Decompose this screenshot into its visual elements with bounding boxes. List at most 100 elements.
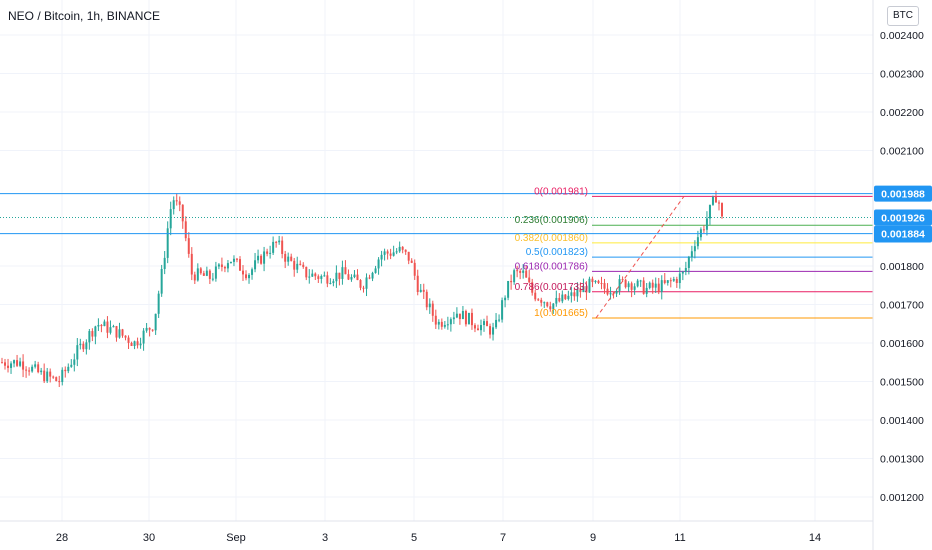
candle-body bbox=[16, 360, 19, 366]
price-axis[interactable]: 0.002400 0.002300 0.002200 0.002100 0.001800… bbox=[880, 30, 924, 504]
candle-body bbox=[721, 203, 723, 217]
candle-body bbox=[690, 251, 693, 258]
candle-body bbox=[52, 376, 55, 378]
candle-body bbox=[651, 282, 654, 288]
time-axis[interactable]: 28 30 Sep 3 5 7 9 11 14 bbox=[56, 532, 821, 544]
fib-label: 0.236(0.001906) bbox=[515, 215, 588, 226]
candle-body bbox=[139, 343, 142, 346]
candle-body bbox=[492, 327, 495, 335]
candle-body bbox=[350, 277, 353, 280]
price-tick-label: 0.002200 bbox=[880, 107, 924, 119]
candle-body bbox=[43, 370, 46, 382]
candle-body bbox=[359, 280, 362, 288]
candle-body bbox=[425, 291, 428, 308]
candle-body bbox=[317, 276, 320, 279]
price-badge-lower: 0.001884 bbox=[881, 229, 925, 241]
candle-body bbox=[326, 275, 329, 284]
candle-body bbox=[338, 272, 341, 279]
candlestick-series bbox=[1, 190, 723, 388]
candle-body bbox=[214, 266, 217, 279]
candle-body bbox=[561, 294, 564, 302]
candle-body bbox=[410, 260, 413, 263]
candle-body bbox=[118, 329, 121, 338]
candle-body bbox=[175, 200, 178, 202]
candle-body bbox=[106, 321, 109, 333]
candle-body bbox=[573, 292, 576, 297]
candle-body bbox=[377, 259, 380, 269]
candle-body bbox=[479, 325, 482, 331]
candle-body bbox=[82, 343, 85, 350]
candle-body bbox=[220, 264, 223, 267]
candle-body bbox=[464, 311, 467, 325]
candle-body bbox=[437, 321, 440, 325]
time-tick-label: Sep bbox=[226, 532, 246, 544]
candle-body bbox=[416, 275, 419, 293]
candle-body bbox=[642, 280, 645, 294]
candle-body bbox=[130, 342, 133, 347]
candle-body bbox=[61, 369, 64, 383]
candle-body bbox=[696, 237, 699, 247]
candle-body bbox=[470, 312, 473, 326]
horizontal-lines[interactable] bbox=[0, 193, 873, 235]
candle-body bbox=[606, 288, 609, 295]
candle-body bbox=[205, 270, 208, 276]
candle-body bbox=[332, 281, 335, 283]
candle-body bbox=[269, 252, 272, 254]
candle-body bbox=[498, 319, 501, 321]
time-tick-label: 14 bbox=[809, 532, 821, 544]
time-tick-label: 5 bbox=[411, 532, 417, 544]
candle-body bbox=[666, 280, 669, 283]
candle-body bbox=[371, 272, 374, 279]
candle-body bbox=[178, 201, 181, 205]
candle-body bbox=[543, 302, 546, 304]
candle-body bbox=[386, 251, 389, 254]
candle-body bbox=[254, 260, 257, 270]
candle-body bbox=[458, 313, 461, 320]
candle-body bbox=[208, 270, 211, 279]
chart-grid bbox=[0, 0, 873, 521]
candle-body bbox=[305, 266, 308, 278]
candle-body bbox=[217, 264, 220, 267]
candle-body bbox=[461, 311, 464, 320]
candle-body bbox=[374, 268, 377, 273]
candle-body bbox=[383, 251, 386, 255]
candle-body bbox=[380, 254, 383, 260]
candle-body bbox=[245, 274, 248, 279]
candle-body bbox=[73, 359, 76, 365]
candle-body bbox=[323, 275, 326, 277]
candle-body bbox=[157, 293, 160, 314]
candle-body bbox=[404, 249, 407, 252]
candle-body bbox=[501, 300, 504, 320]
candle-body bbox=[46, 371, 49, 382]
candle-body bbox=[510, 280, 513, 283]
fibonacci-labels: 0(0.001981) 0.236(0.001906) 0.382(0.001860… bbox=[515, 186, 588, 319]
candle-body bbox=[163, 257, 166, 269]
candle-body bbox=[600, 283, 603, 285]
candle-body bbox=[687, 257, 690, 268]
candle-body bbox=[636, 280, 639, 287]
currency-button[interactable]: BTC bbox=[887, 6, 919, 26]
candle-body bbox=[347, 274, 350, 280]
candle-body bbox=[422, 289, 425, 292]
candle-body bbox=[251, 269, 254, 275]
fibonacci-retracement[interactable] bbox=[592, 195, 873, 319]
candle-body bbox=[711, 196, 714, 205]
candle-body bbox=[389, 253, 392, 256]
price-tick-label: 0.002300 bbox=[880, 69, 924, 81]
candle-body bbox=[308, 276, 311, 278]
candle-body bbox=[615, 290, 618, 294]
candle-body bbox=[669, 280, 672, 282]
candle-body bbox=[525, 270, 528, 278]
candle-body bbox=[320, 276, 323, 279]
candle-body bbox=[708, 204, 711, 219]
candle-body bbox=[115, 326, 118, 338]
candle-body bbox=[681, 271, 684, 274]
candle-body bbox=[79, 343, 82, 346]
fib-label: 0(0.001981) bbox=[534, 186, 588, 197]
candle-body bbox=[368, 277, 371, 279]
candle-body bbox=[103, 321, 106, 327]
price-tick-label: 0.001400 bbox=[880, 415, 924, 427]
candle-body bbox=[181, 204, 184, 222]
